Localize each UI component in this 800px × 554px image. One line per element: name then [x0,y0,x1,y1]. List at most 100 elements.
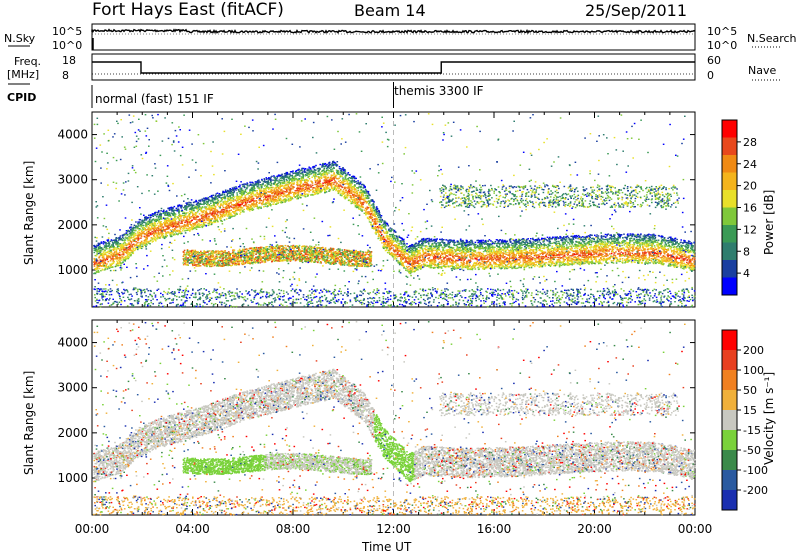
power-colorbar-tick-label-2: 20 [743,180,757,193]
power-echo [622,237,624,238]
power-echo [620,254,622,255]
power-echo [303,168,305,169]
power-echo [673,252,675,253]
power-echo [598,256,600,257]
power-echo [267,184,269,185]
power-echo [596,234,598,235]
power-echo [263,197,265,198]
power-echo [292,188,294,189]
power-echo [391,228,393,229]
power-echo [185,222,187,223]
power-colorbar-swatch-3 [722,225,737,243]
power-echo [143,229,145,230]
power-echo [322,185,324,186]
power-echo [94,266,96,267]
power-echo [96,252,98,253]
power-echo [211,195,213,196]
power-echo [369,202,371,203]
power-echo [532,239,534,240]
power-echo [140,238,142,239]
power-echo [509,253,511,254]
power-echo [505,250,507,251]
power-echo [186,203,188,204]
power-echo [457,246,459,247]
power-echo [428,238,430,239]
xtick-label-6: 00:00 [678,522,713,536]
power-echo [417,243,419,244]
power-echo [488,247,490,248]
power-echo [405,258,407,259]
power-echo [535,261,537,262]
power-echo [646,260,648,261]
power-echo [146,218,148,219]
power-echo [532,241,534,242]
power-echo [395,231,397,232]
power-echo [405,268,407,269]
power-echo [421,260,423,261]
power-colorbar-swatch-4 [722,208,737,226]
power-echo [110,257,112,258]
power-echo [174,206,176,207]
power-echo [286,197,288,198]
power-echo [499,244,501,245]
power-echo [578,259,580,260]
power-echo [342,193,344,194]
power-echo [103,252,105,253]
power-echo [669,240,671,241]
power-echo [461,246,463,247]
power-echo [494,266,496,267]
power-echo [373,201,375,202]
power-echo [288,195,290,196]
power-echo [407,270,409,271]
velocity-colorbar-tick-label-5: -50 [743,444,761,457]
power-echo [314,180,316,181]
freq-trace [92,62,695,73]
power-echo [237,194,239,195]
power-echo [557,257,559,258]
power-echo [470,258,472,259]
power-echo [156,216,158,217]
power-echo [418,247,420,248]
power-echo [121,259,123,260]
power-ytick-label-1: 3000 [57,173,88,187]
power-echo [309,189,311,190]
power-echo [454,245,456,246]
power-echo [205,222,207,223]
power-echo [455,245,457,246]
power-echo [606,235,608,236]
power-echo [537,242,539,243]
power-echo [157,223,159,224]
power-ytick-label-0: 4000 [57,128,88,142]
power-echo [175,210,177,211]
power-echo [633,242,635,243]
power-echo [264,179,266,180]
power-echo [199,213,201,214]
power-echo [348,172,350,173]
power-echo [443,239,445,240]
power-echo [545,245,547,246]
power-echo [564,253,566,254]
power-echo [312,185,314,186]
power-echo [360,181,362,182]
power-echo [109,267,111,268]
power-echo [611,253,613,254]
power-echo [598,243,600,244]
power-echo [605,234,607,235]
power-echo [539,253,541,254]
power-echo [628,256,630,257]
power-echo [99,249,101,250]
power-echo [373,203,375,204]
power-echo [350,191,352,192]
velocity-colorbar-tick-label-3: 15 [743,404,757,417]
power-echo [231,210,233,211]
power-echo [663,258,665,259]
power-echo [300,184,302,185]
power-echo [193,224,195,225]
power-echo [252,198,254,199]
power-echo [624,260,626,261]
power-echo [335,190,337,191]
power-echo [119,252,121,253]
power-echo [137,233,139,234]
power-echo [318,168,320,169]
power-echo [219,201,221,202]
